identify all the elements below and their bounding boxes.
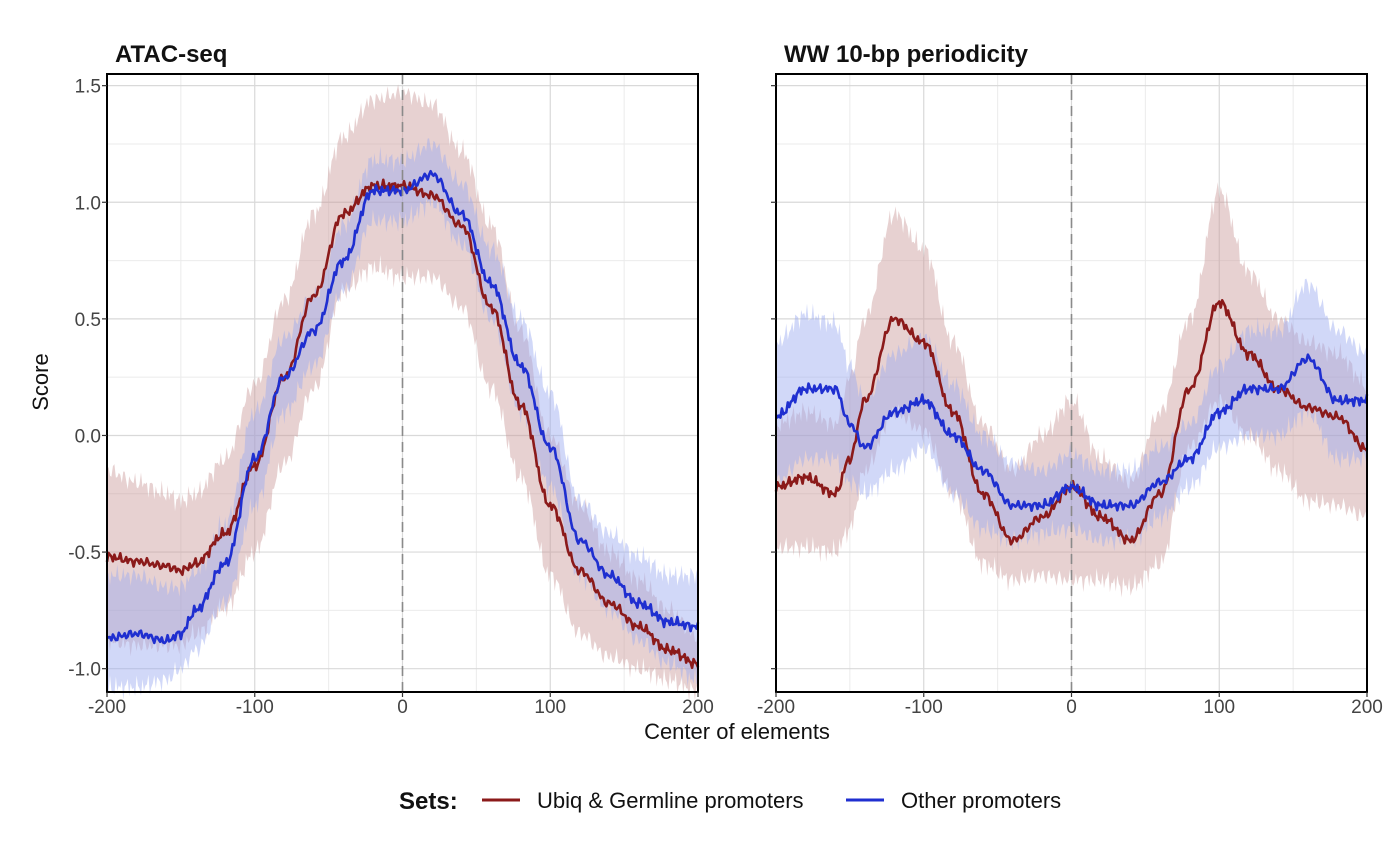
x-tick-label-atac-seq: -200: [88, 697, 126, 718]
legend: Sets: Ubiq & Germline promoters Other pr…: [399, 788, 1061, 815]
x-axis-label: Center of elements: [644, 719, 830, 744]
x-tick-label-atac-seq: -100: [236, 697, 274, 718]
band-ubiq-germline-promoters-ww-10-bp-periodicity: [776, 182, 1367, 598]
x-tick-label-atac-seq: 200: [682, 697, 714, 718]
legend-label-ubiq-germline: Ubiq & Germline promoters: [537, 788, 804, 813]
panel-title-ww-periodicity: WW 10-bp periodicity: [784, 41, 1029, 68]
y-tick-label: -0.5: [68, 543, 101, 564]
band-ubiq-germline-promoters-atac-seq: [107, 84, 698, 701]
x-tick-label-atac-seq: 0: [397, 697, 408, 718]
x-tick-label-ww-10-bp-periodicity: 0: [1066, 697, 1077, 718]
panel-title-atac-seq: ATAC-seq: [115, 41, 227, 68]
legend-title: Sets:: [399, 788, 458, 815]
y-tick-label: 0.0: [75, 426, 101, 447]
x-tick-label-ww-10-bp-periodicity: -200: [757, 697, 795, 718]
legend-label-other: Other promoters: [901, 788, 1061, 813]
panel-ww-periodicity: WW 10-bp periodicity -200 -100 0 100 200: [757, 41, 1383, 718]
band-other-promoters-atac-seq: [107, 138, 698, 700]
panel-atac-seq: ATAC-seq -200 -100 0 100 200 -1.0 -0.5 0.0 0.5 1.…: [68, 41, 714, 718]
x-tick-label-ww-10-bp-periodicity: 100: [1203, 697, 1235, 718]
plot-area-ww-periodicity: -200 -100 0 100 200: [757, 73, 1383, 718]
x-tick-label-ww-10-bp-periodicity: -100: [905, 697, 943, 718]
x-tick-label-ww-10-bp-periodicity: 200: [1351, 697, 1383, 718]
plot-area-atac-seq: -200 -100 0 100 200 -1.0 -0.5 0.0 0.5 1.0 1.5: [68, 73, 714, 718]
x-tick-label-atac-seq: 100: [534, 697, 566, 718]
y-tick-label: -1.0: [68, 660, 101, 681]
y-tick-label: 1.0: [75, 193, 101, 214]
y-axis-label: Score: [28, 353, 53, 410]
y-tick-label: 1.5: [75, 77, 101, 98]
y-tick-label: 0.5: [75, 310, 101, 331]
